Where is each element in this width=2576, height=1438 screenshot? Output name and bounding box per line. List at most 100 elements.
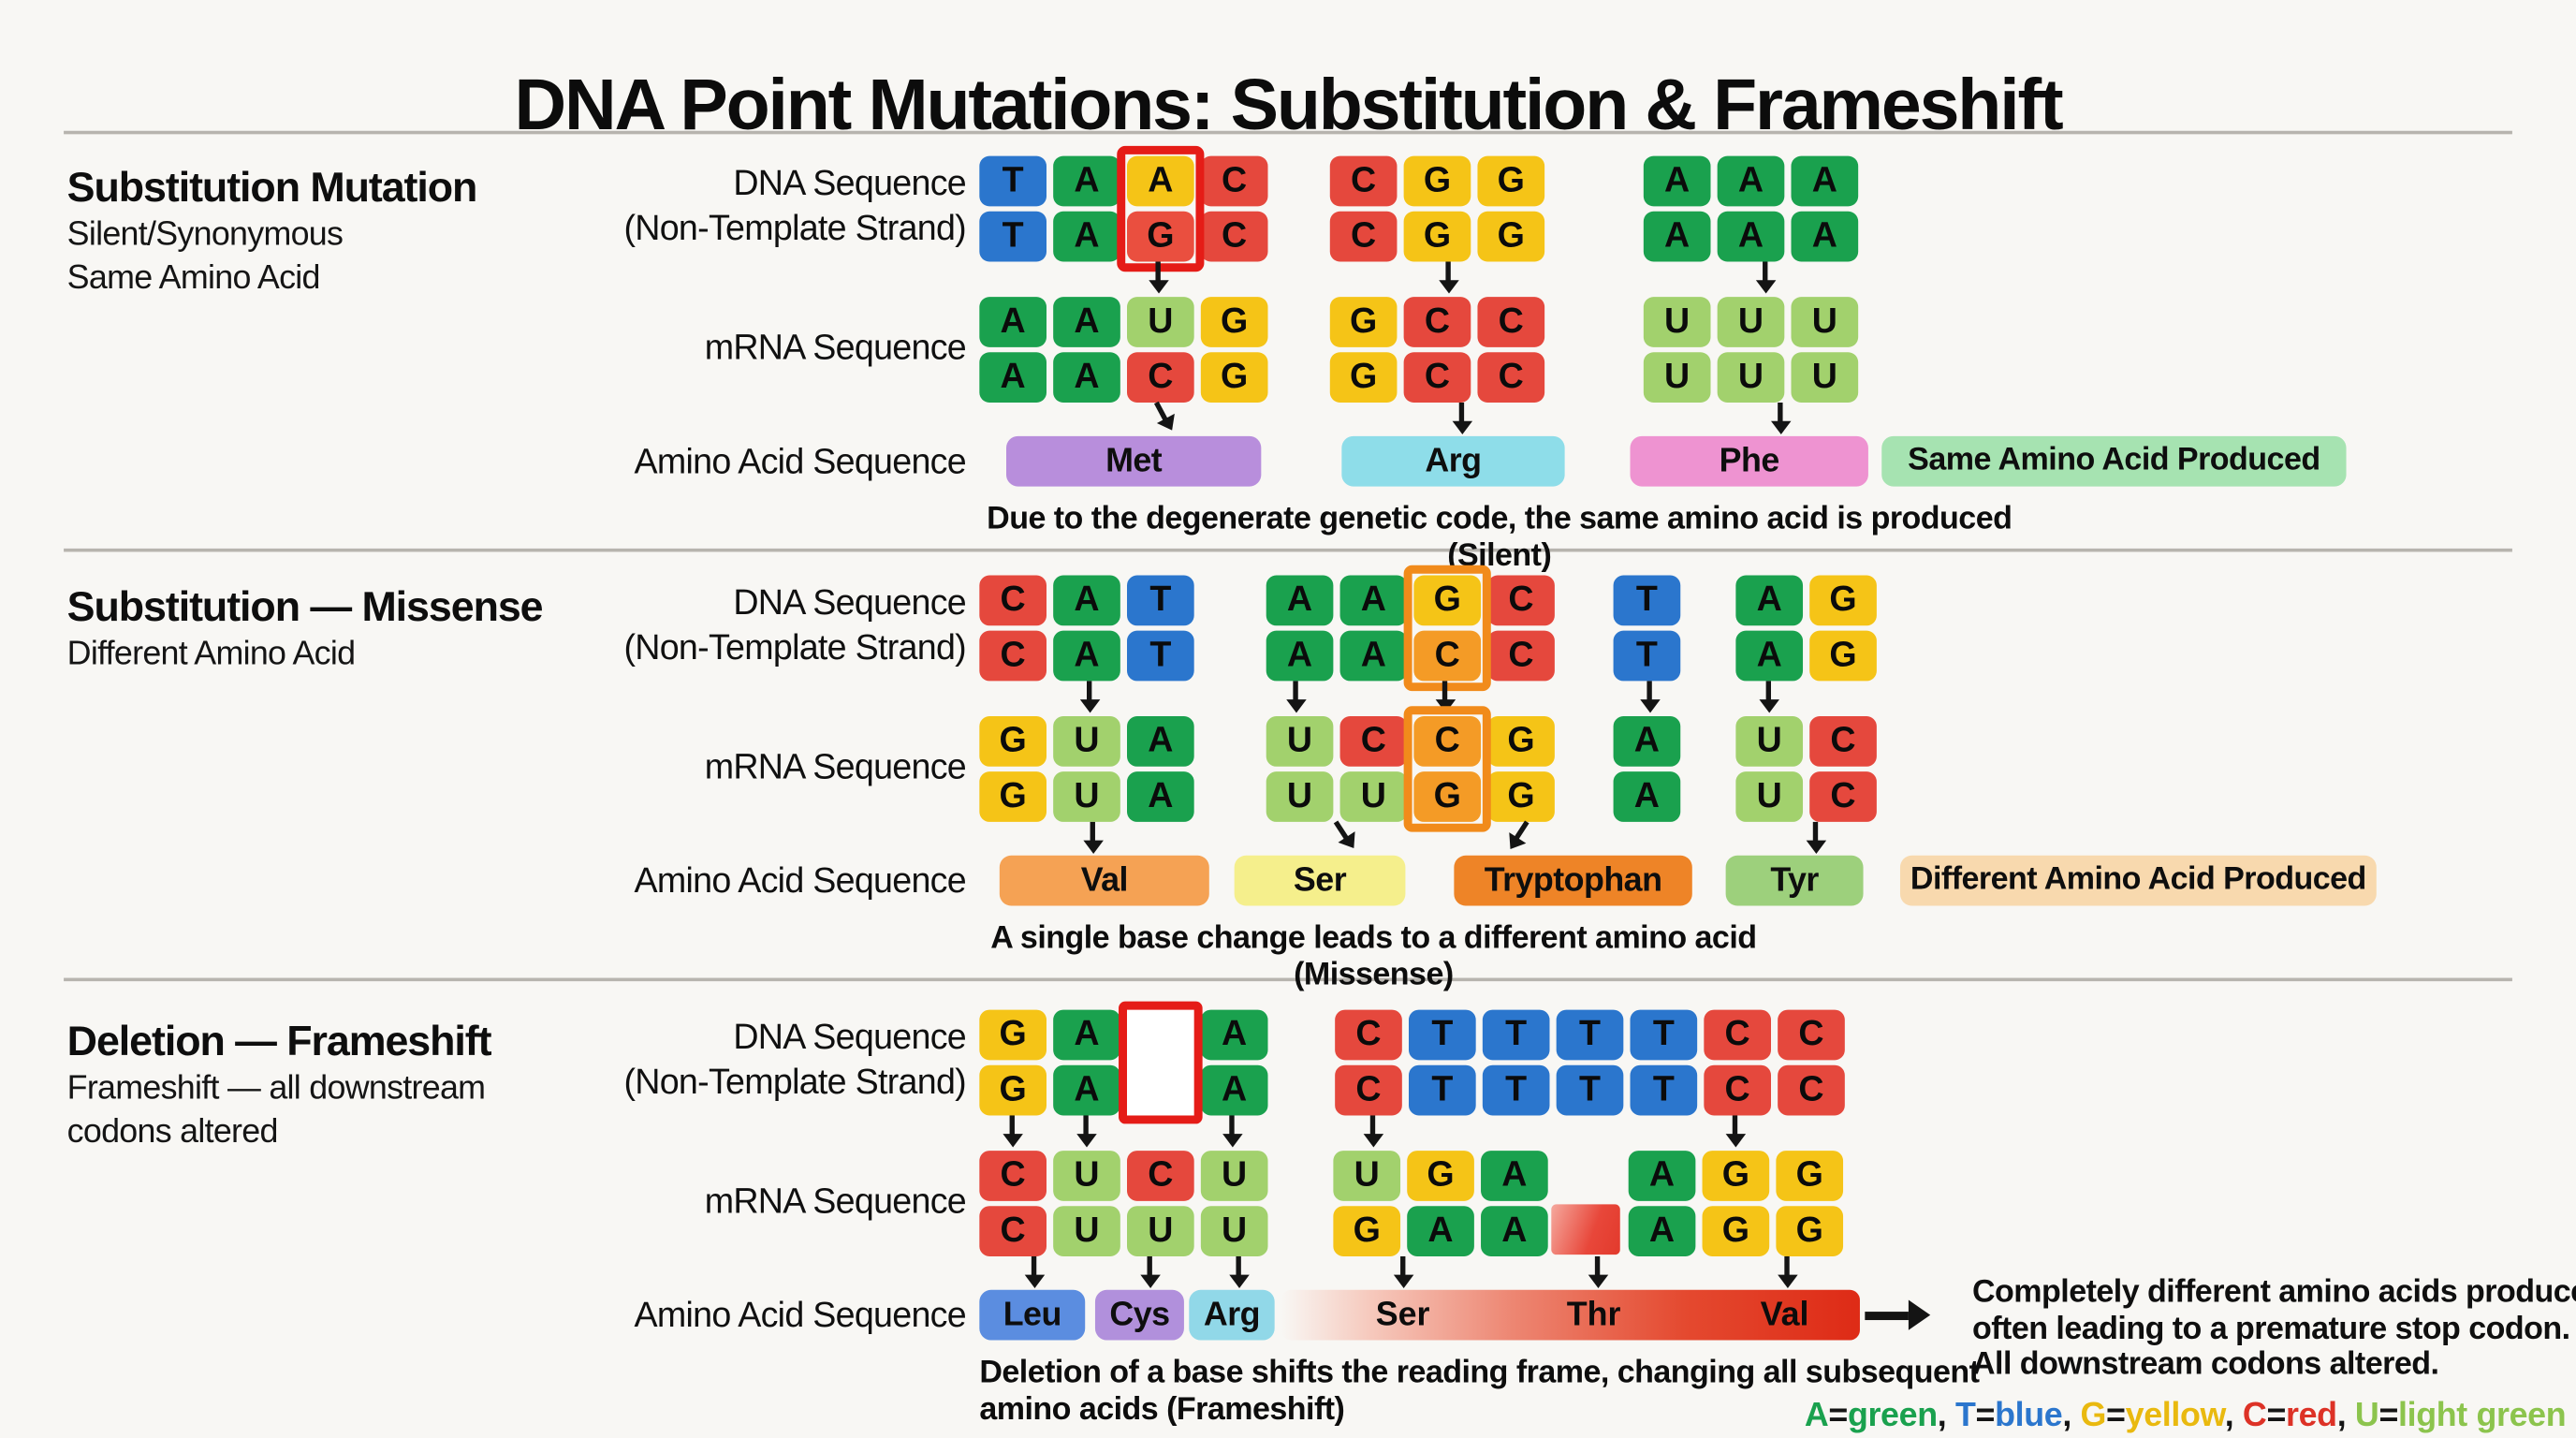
amino-boxes: Leu Cys Arg Ser Thr Val Completely different a… [979,1275,2576,1382]
row-label-line: mRNA Sequence [704,1182,967,1222]
base-tile-a: A [1339,630,1408,682]
amino-acid-box: Met [1006,435,1262,487]
base-tile-a: A [1127,155,1194,207]
base-tile-c: C [1477,352,1545,404]
base-tile-c: C [1339,716,1408,767]
arrow-row [0,261,2576,298]
base-tile-a: A [1791,211,1859,262]
base-tile-t: T [1630,1009,1698,1061]
amino-acid-box: Arg [1341,435,1565,487]
caption-text: A single base change leads to a differen… [979,921,1767,995]
frameshift-result-note: Completely different amino acids produce… [1972,1275,2576,1384]
base-tile-a: A [1266,630,1334,682]
base-tile-g: G [1702,1206,1770,1256]
section-title: Deletion — Frameshift [66,1018,492,1065]
base-tile-c: C [1778,1009,1845,1061]
base-tile-c: C [1809,771,1877,822]
arrows [979,261,2576,298]
section-title: Substitution Mutation [66,164,478,212]
down-arrow-icon [1078,681,1100,713]
base-tile-g: G [1477,155,1545,207]
amino-acid-label: Val [1760,1296,1809,1334]
base-tile-g: G [1487,716,1555,767]
section-caption: Deletion of a base shifts the reading fr… [0,1356,2576,1430]
section-divider [64,130,2512,135]
base-tile-g: G [1809,575,1877,626]
down-arrow-icon [1002,1115,1023,1148]
arrow-row [0,401,2576,436]
base-tile-g: G [1776,1206,1844,1256]
section-divider [64,977,2512,982]
legend-color-name: light green [2398,1397,2567,1434]
base-tile-u: U [1735,771,1804,822]
result-note-box: Different Amino Acid Produced [1899,855,2377,906]
down-arrow-icon [1153,401,1168,422]
dna-sequence-row: DNA Sequence (Non-Template Strand) C A T C A T A… [0,565,2576,692]
base-tile-u: U [1643,352,1711,404]
base-tile-c: C [1704,1009,1772,1061]
base-tile-c: C [1487,575,1555,626]
result-note-box: Same Amino Acid Produced [1881,435,2347,487]
legend-color-name: red [2286,1397,2337,1434]
base-tile-t: T [1127,630,1194,682]
deleted-base-tile [1119,1001,1203,1124]
down-arrow-icon [1451,403,1472,435]
base-tile-a: A [1613,716,1681,767]
legend-color-name: yellow [2125,1397,2225,1434]
base-tile-a: A [1053,1009,1120,1061]
row-label: DNA Sequence (Non-Template Strand) [386,1015,966,1106]
arrow-row [0,1115,2576,1151]
base-tile-a: A [1735,630,1804,682]
base-tile-g: G [979,1064,1047,1116]
base-tile-t: T [1127,575,1194,626]
base-tile-a: A [1053,575,1120,626]
row-label-line: DNA Sequence [733,164,967,203]
amino-acid-label: Thr [1566,1296,1621,1334]
legend-separator: , [2336,1397,2355,1434]
base-tile-u: U [1339,771,1408,822]
section-caption: A single base change leads to a differen… [0,921,2576,995]
down-arrow-icon [1754,261,1776,294]
base-tile-u: U [1717,297,1785,347]
legend-color-name: green [1847,1397,1938,1434]
caption-line: A single base change leads to a differen… [990,920,1757,993]
base-tile-a: A [1339,575,1408,626]
base-tile-t: T [979,155,1047,207]
legend-color-name: blue [1995,1397,2063,1434]
base-tile-c: C [1329,211,1398,262]
base-tile-t: T [1556,1064,1624,1116]
base-tile-t: T [979,211,1047,262]
legend-equals: = [2266,1397,2287,1434]
base-tile-c: C [1477,297,1545,347]
base-tile-a: A [1643,211,1711,262]
down-arrow-icon [1076,1115,1096,1148]
base-tile-u: U [1791,297,1859,347]
amino-acid-box: Arg [1189,1289,1275,1341]
base-tile-c: C [979,630,1047,682]
down-arrow-icon [1023,1255,1045,1289]
row-label-line: (Non-Template Strand) [623,209,967,249]
base-tile-u: U [1333,1151,1401,1201]
arrows [979,820,2576,856]
base-tile-a: A [1628,1151,1696,1201]
base-tile-g: G [1127,211,1194,262]
row-label-line: (Non-Template Strand) [623,1063,967,1103]
base-tile-g: G [979,716,1047,767]
amino-acid-label: Ser [1375,1296,1430,1334]
base-tile-g: G [1477,211,1545,262]
